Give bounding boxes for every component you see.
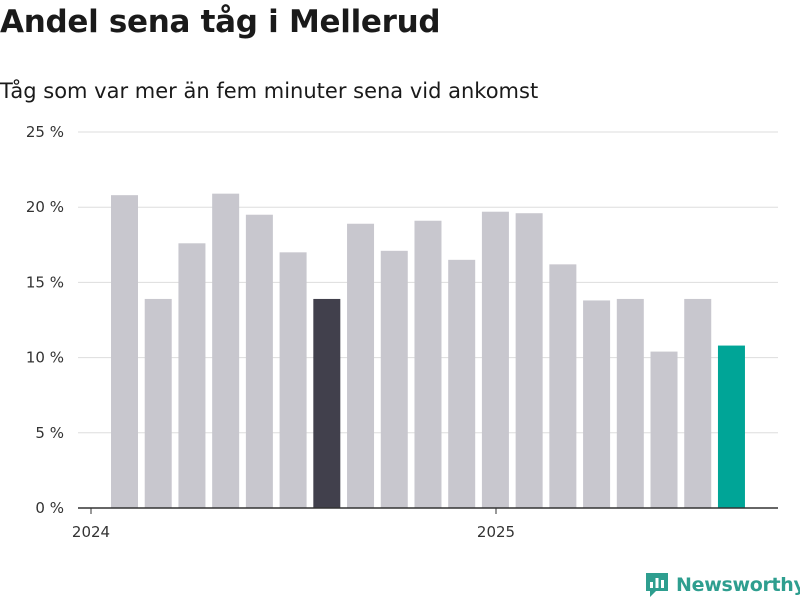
x-tick-label: 2024 <box>72 523 110 541</box>
bar <box>684 298 712 508</box>
y-tick-label: 25 % <box>26 123 64 141</box>
bar <box>144 298 172 508</box>
bar <box>380 250 408 509</box>
bar <box>245 214 273 508</box>
bar <box>515 213 543 508</box>
newsworthy-brand: Newsworthy <box>644 570 800 600</box>
y-tick-label: 0 % <box>35 499 64 517</box>
bar <box>650 351 678 508</box>
brand-name: Newsworthy <box>676 574 800 596</box>
y-tick-label: 10 % <box>26 349 64 367</box>
y-tick-label: 5 % <box>35 424 64 442</box>
bar <box>178 243 206 508</box>
bar <box>347 223 375 508</box>
bar <box>717 345 745 508</box>
bar <box>313 298 341 508</box>
bar <box>616 298 644 508</box>
bar <box>448 259 476 508</box>
x-tick-label: 2025 <box>477 523 515 541</box>
y-tick-label: 15 % <box>26 273 64 291</box>
bar <box>279 252 307 508</box>
bar <box>414 220 442 508</box>
bar <box>583 300 611 508</box>
chart-title: Andel sena tåg i Mellerud <box>0 4 441 40</box>
bar <box>481 211 509 508</box>
bar <box>549 264 577 508</box>
chart-subtitle: Tåg som var mer än fem minuter sena vid … <box>0 79 539 103</box>
bar <box>111 195 138 508</box>
y-tick-label: 20 % <box>26 198 64 216</box>
bar <box>212 193 240 508</box>
newsworthy-logo-icon <box>646 573 668 597</box>
